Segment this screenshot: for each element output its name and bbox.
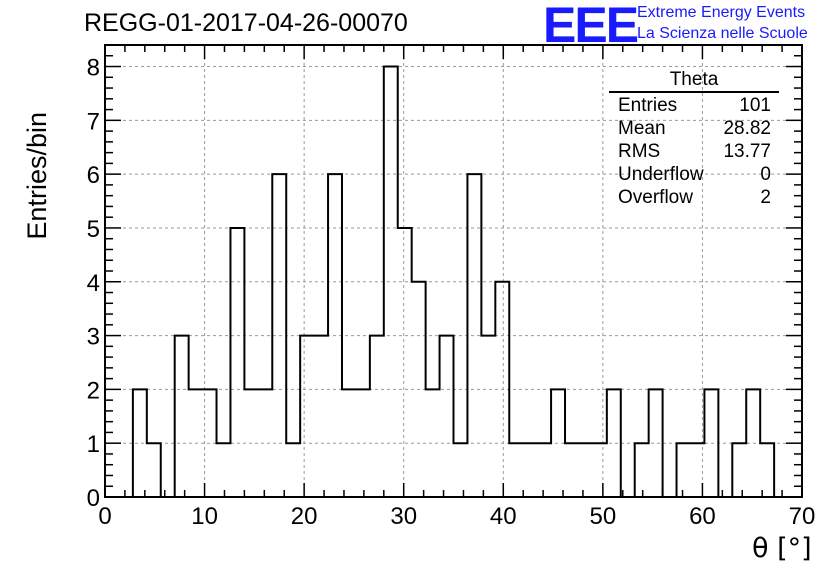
stats-label: RMS [618,141,661,162]
stats-value: 101 [739,95,771,116]
stats-title: Theta [609,70,779,93]
axis-ticks [104,44,803,498]
y-tick-label: 4 [87,270,100,297]
chart-title: REGG-01-2017-04-26-00070 [84,9,408,37]
y-tick-label: 0 [87,485,100,512]
y-tick-label: 6 [87,162,100,189]
y-tick-label: 5 [87,216,100,243]
stats-value: 13.77 [723,141,771,162]
x-tick-label: 10 [191,503,218,530]
x-axis-label: θ [°] [752,533,812,564]
x-tick-label: 70 [789,503,816,530]
stats-label: Entries [618,95,678,116]
x-tick-label: 20 [291,503,318,530]
y-axis-label: Entries/bin [22,112,52,240]
stats-label: Overflow [618,187,693,208]
logo-line-1: Extreme Energy Events [637,4,806,21]
y-tick-label: 3 [87,324,100,351]
eee-logo: EEE [543,0,639,53]
y-tick-label: 1 [87,431,100,458]
stats-row-entries: Entries 101 [609,94,779,117]
y-tick-label: 8 [87,55,100,82]
stats-value: 2 [760,187,771,208]
x-tick-label: 50 [590,503,617,530]
stats-row-rms: RMS 13.77 [609,140,779,163]
stats-row-overflow: Overflow 2 [609,186,779,209]
y-tick-label: 7 [87,108,100,135]
logo-line-2: La Scienza nelle Scuole [637,25,808,42]
x-tick-label: 0 [98,503,111,530]
stats-label: Underflow [618,164,704,185]
eee-logo-text: Extreme Energy Events La Scienza nelle S… [637,2,808,44]
histogram-step-line [105,65,802,498]
stats-row-mean: Mean 28.82 [609,117,779,140]
stats-value: 28.82 [723,118,771,139]
x-tick-label: 40 [490,503,517,530]
stats-value: 0 [760,164,771,185]
x-tick-label: 60 [689,503,716,530]
stats-label: Mean [618,118,666,139]
x-tick-label: 30 [390,503,417,530]
stats-box: Theta Entries 101 Mean 28.82 RMS 13.77 U… [609,70,779,209]
y-tick-label: 2 [87,377,100,404]
stats-row-underflow: Underflow 0 [609,163,779,186]
